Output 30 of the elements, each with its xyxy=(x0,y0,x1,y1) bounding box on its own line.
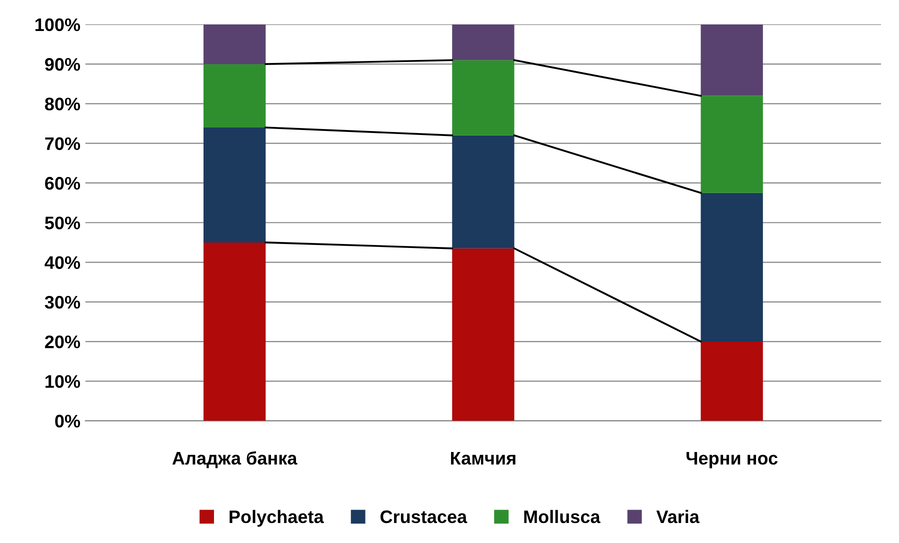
y-tick-label: 10% xyxy=(46,375,80,388)
x-tick-label: Камчия xyxy=(451,452,516,465)
bar xyxy=(204,24,266,64)
y-tick-label: 50% xyxy=(44,216,80,230)
y-tick-label: 90% xyxy=(45,58,80,71)
bar xyxy=(700,192,763,342)
y-tick-label: 0% xyxy=(55,414,80,428)
bar xyxy=(204,64,266,128)
y-tick-label: 80% xyxy=(44,98,80,110)
legend-label: Crustacea xyxy=(380,510,468,524)
y-tick-label: 60% xyxy=(45,176,80,190)
x-tick-label: Аладжа банка xyxy=(172,451,298,468)
y-tick-label: 30% xyxy=(44,296,80,309)
y-tick-label: 20% xyxy=(45,335,80,348)
legend-label: Mollusca xyxy=(524,510,600,524)
bar xyxy=(452,135,514,248)
bar xyxy=(204,127,266,242)
x-tick-label: Черни нос xyxy=(686,452,778,468)
legend-label: Varia xyxy=(656,510,700,524)
bar xyxy=(452,60,514,136)
bar xyxy=(700,24,763,96)
bar xyxy=(452,24,514,60)
bar xyxy=(452,248,514,421)
y-tick-label: 100% xyxy=(36,18,80,32)
bar xyxy=(700,96,763,193)
legend-label: Polychaeta xyxy=(230,510,324,527)
bar xyxy=(204,242,266,421)
y-tick-label: 70% xyxy=(45,137,80,150)
y-tick-label: 40% xyxy=(44,256,80,269)
bar xyxy=(700,342,763,421)
